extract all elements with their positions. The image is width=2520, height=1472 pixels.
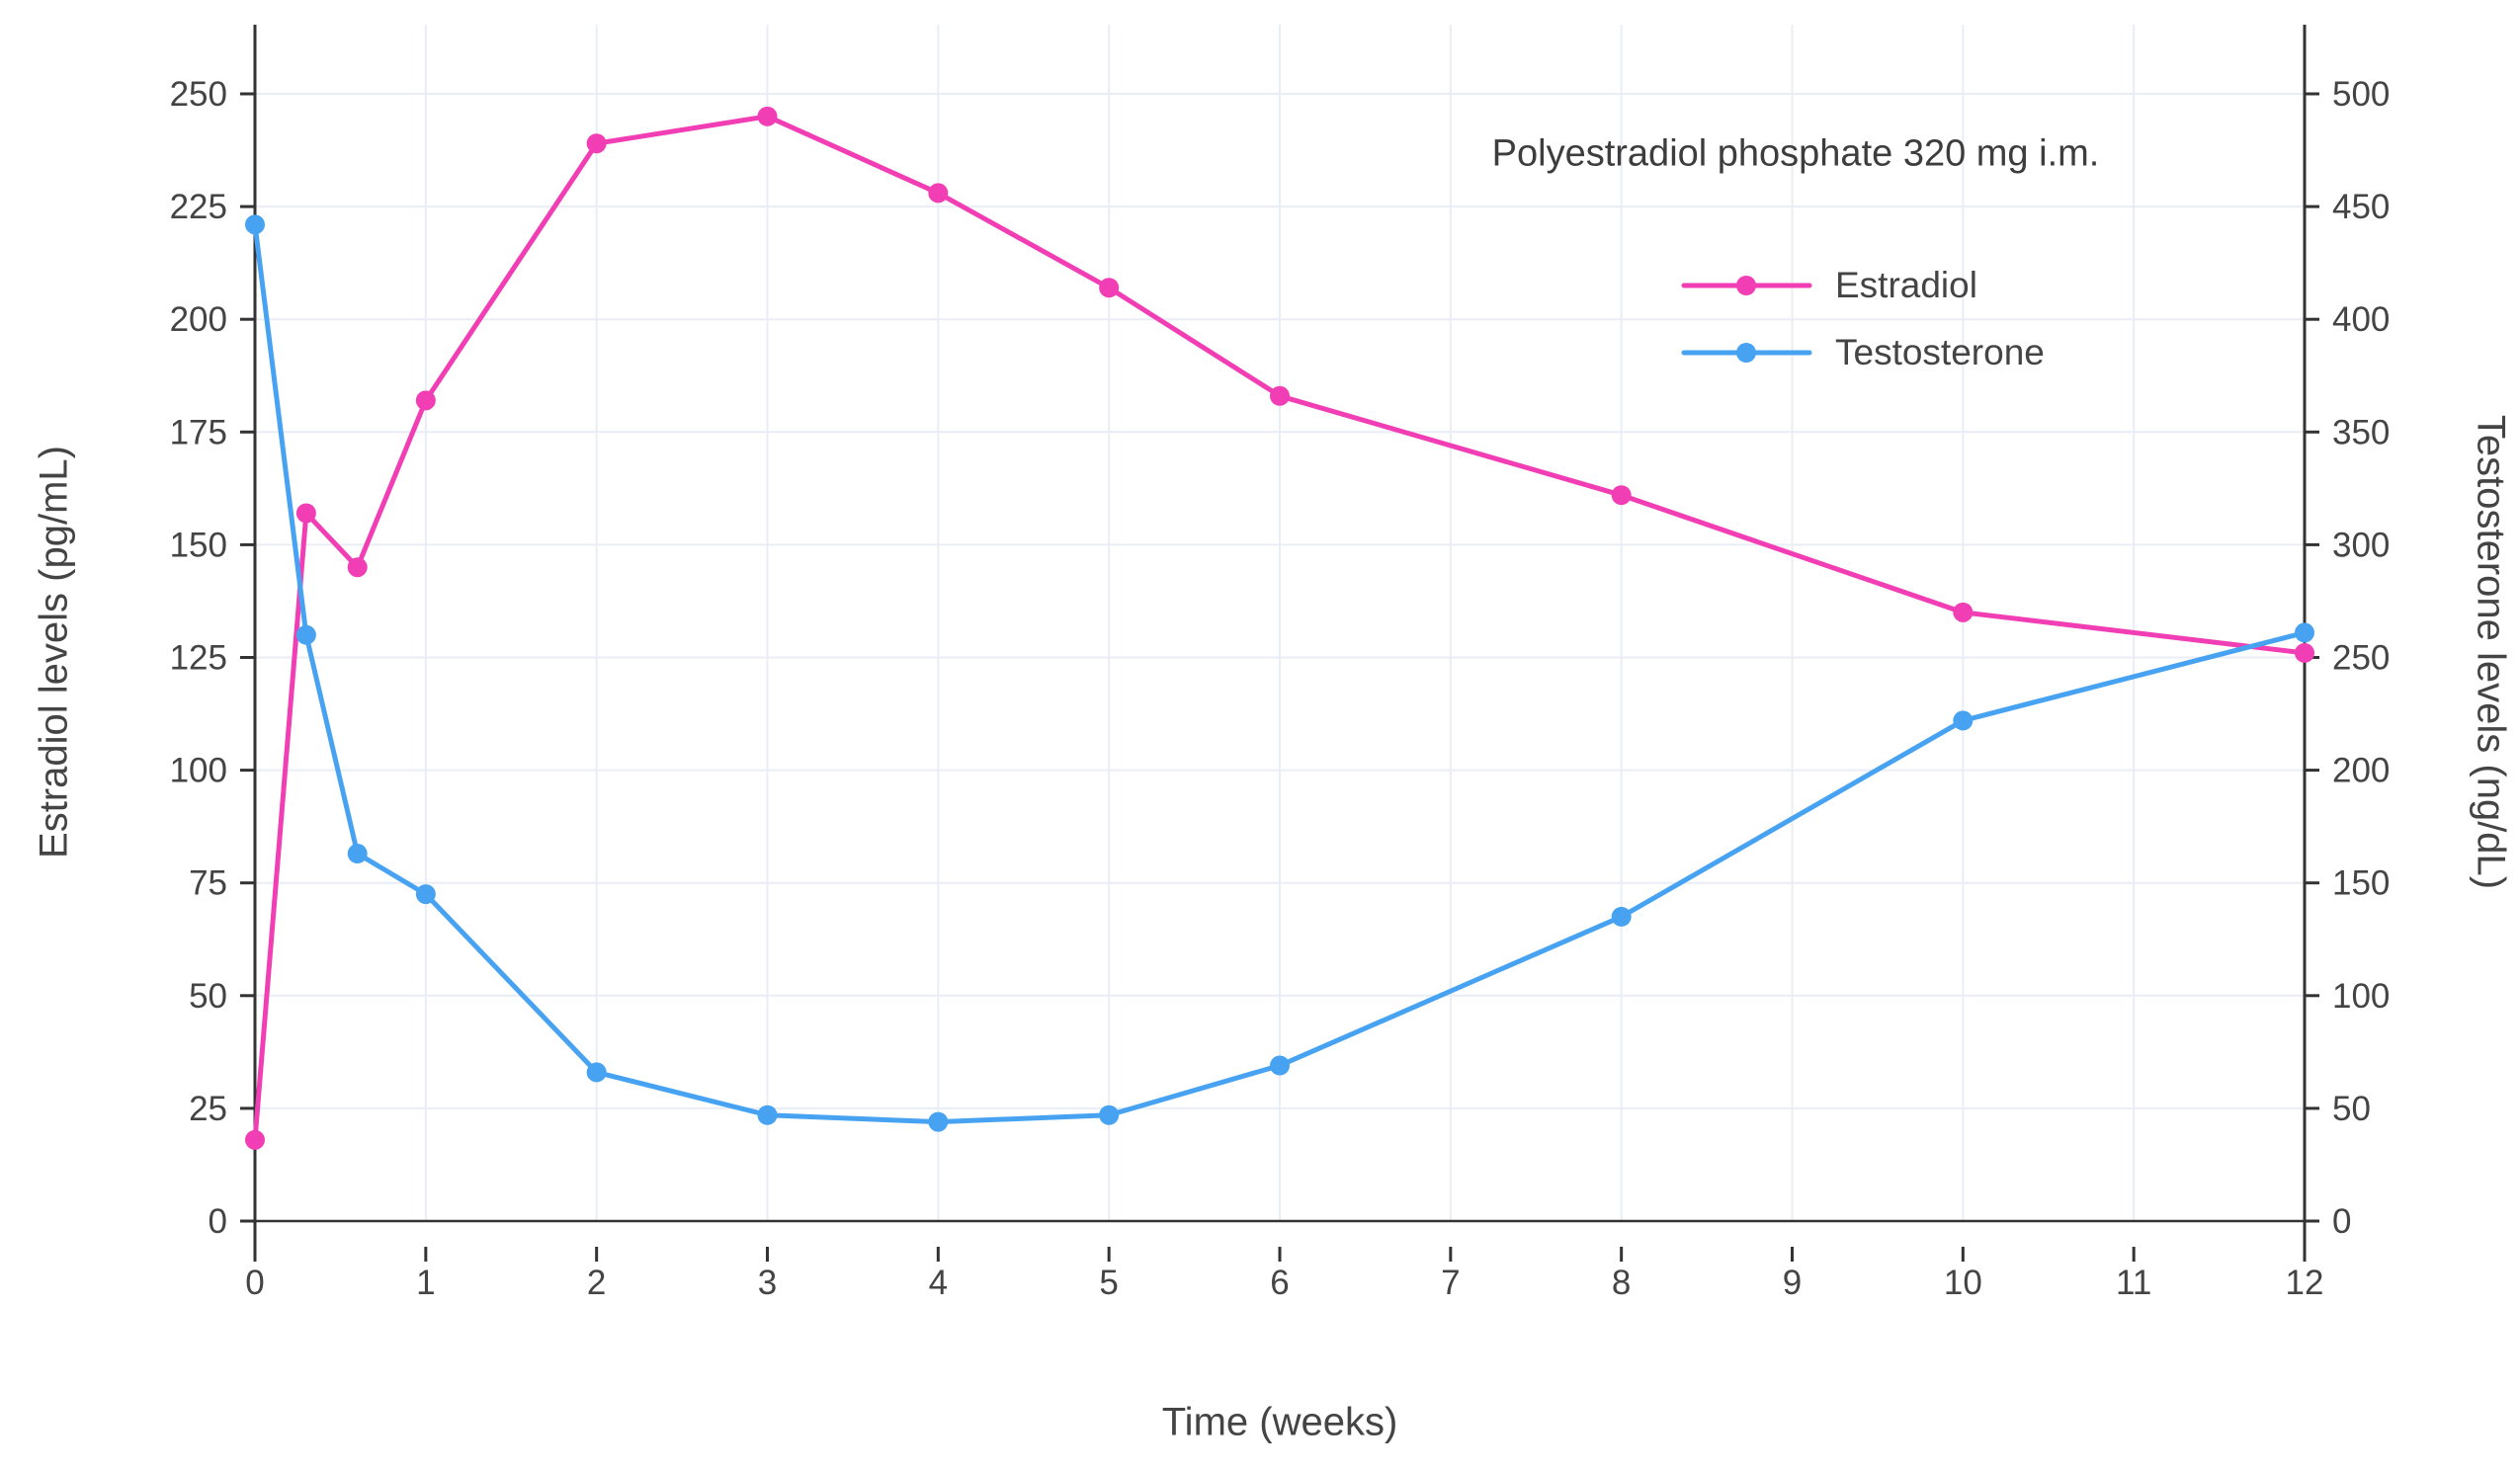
legend-label-estradiol: Estradiol	[1835, 265, 1977, 305]
svg-text:4: 4	[929, 1264, 948, 1302]
svg-text:0: 0	[209, 1202, 227, 1241]
svg-text:250: 250	[2332, 639, 2390, 678]
svg-text:500: 500	[2332, 75, 2390, 114]
testosterone-line-sample-icon	[1681, 343, 1812, 363]
svg-text:10: 10	[1944, 1264, 1982, 1302]
x-axis-title: Time (weeks)	[1161, 1400, 1398, 1444]
legend: Estradiol Testosterone	[1680, 265, 2045, 399]
svg-text:8: 8	[1612, 1264, 1631, 1302]
svg-text:5: 5	[1099, 1264, 1118, 1302]
right-y-axis-title: Testosterone levels (ng/dL)	[2469, 414, 2513, 890]
svg-text:9: 9	[1783, 1264, 1802, 1302]
svg-text:400: 400	[2332, 300, 2390, 339]
svg-text:1: 1	[416, 1264, 435, 1302]
svg-text:0: 0	[245, 1264, 264, 1302]
legend-item-estradiol: Estradiol	[1680, 265, 2045, 306]
chart-annotation: Polyestradiol phosphate 320 mg i.m.	[1491, 132, 2100, 175]
svg-text:100: 100	[2332, 977, 2390, 1016]
svg-text:300: 300	[2332, 526, 2390, 564]
svg-text:125: 125	[170, 639, 227, 678]
left-y-axis-title: Estradiol levels (pg/mL)	[32, 446, 76, 859]
svg-text:3: 3	[758, 1264, 777, 1302]
svg-text:11: 11	[2116, 1264, 2151, 1302]
svg-text:200: 200	[170, 300, 227, 339]
legend-item-testosterone: Testosterone	[1680, 332, 2045, 373]
svg-text:50: 50	[189, 977, 227, 1016]
svg-text:225: 225	[170, 188, 227, 226]
svg-text:75: 75	[189, 864, 227, 903]
svg-text:100: 100	[170, 752, 227, 790]
svg-text:12: 12	[2286, 1264, 2324, 1302]
svg-text:50: 50	[2332, 1090, 2371, 1128]
svg-text:0: 0	[2332, 1202, 2351, 1241]
svg-text:450: 450	[2332, 188, 2390, 226]
legend-label-testosterone: Testosterone	[1835, 332, 2045, 372]
svg-text:250: 250	[170, 75, 227, 114]
estradiol-line-sample-icon	[1681, 276, 1812, 295]
svg-text:200: 200	[2332, 752, 2390, 790]
svg-text:2: 2	[587, 1264, 606, 1302]
svg-text:7: 7	[1441, 1264, 1460, 1302]
svg-text:150: 150	[2332, 864, 2390, 903]
svg-text:175: 175	[170, 413, 227, 451]
svg-text:25: 25	[189, 1090, 227, 1128]
svg-text:150: 150	[170, 526, 227, 564]
svg-text:350: 350	[2332, 413, 2390, 451]
svg-text:6: 6	[1270, 1264, 1289, 1302]
